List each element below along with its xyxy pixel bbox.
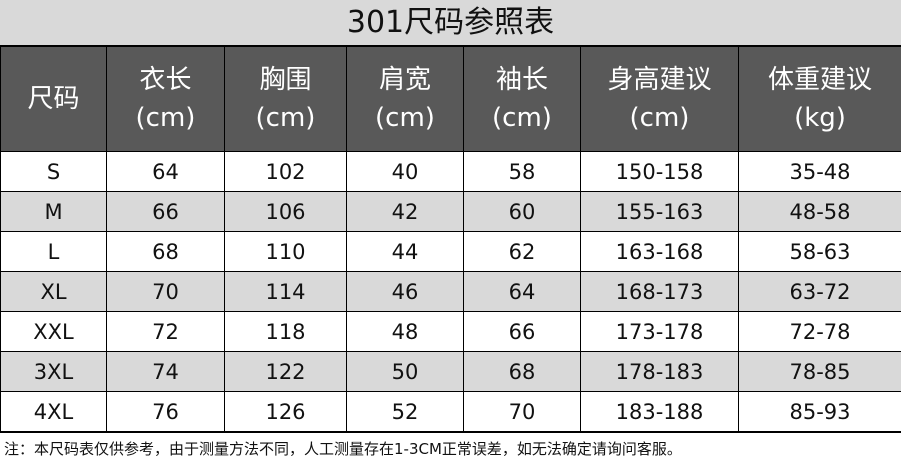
header-cell: 胸围(cm) — [225, 47, 347, 152]
table-cell: 48-58 — [739, 192, 901, 232]
table-cell: XXL — [1, 312, 107, 352]
header-name: 尺码 — [1, 80, 106, 118]
table-cell: L — [1, 232, 107, 272]
table-cell: 114 — [225, 272, 347, 312]
header-unit: (kg) — [739, 99, 901, 137]
header-cell: 肩宽(cm) — [347, 47, 464, 152]
table-cell: 35-48 — [739, 152, 901, 192]
table-cell: 44 — [347, 232, 464, 272]
table-cell: 46 — [347, 272, 464, 312]
header-unit: (cm) — [464, 99, 580, 137]
table-cell: 60 — [464, 192, 581, 232]
table-cell: 150-158 — [581, 152, 739, 192]
table-cell: 76 — [107, 392, 225, 432]
header-name: 袖长 — [464, 61, 580, 99]
header-cell: 袖长(cm) — [464, 47, 581, 152]
table-cell: 62 — [464, 232, 581, 272]
table-cell: 183-188 — [581, 392, 739, 432]
table-cell: 126 — [225, 392, 347, 432]
header-unit: (cm) — [225, 99, 346, 137]
header-cell: 衣长(cm) — [107, 47, 225, 152]
table-cell: 78-85 — [739, 352, 901, 392]
header-name: 衣长 — [107, 61, 224, 99]
header-name: 体重建议 — [739, 61, 901, 99]
table-cell: 42 — [347, 192, 464, 232]
table-cell: 50 — [347, 352, 464, 392]
table-cell: 64 — [107, 152, 225, 192]
table-cell: 155-163 — [581, 192, 739, 232]
table-cell: 173-178 — [581, 312, 739, 352]
table-cell: M — [1, 192, 107, 232]
table-cell: 168-173 — [581, 272, 739, 312]
header-unit: (cm) — [347, 99, 463, 137]
table-cell: 66 — [464, 312, 581, 352]
table-cell: 66 — [107, 192, 225, 232]
table-cell: 70 — [107, 272, 225, 312]
table-cell: 118 — [225, 312, 347, 352]
header-name: 胸围 — [225, 61, 346, 99]
table-cell: 48 — [347, 312, 464, 352]
table-cell: 68 — [464, 352, 581, 392]
table-cell: 72 — [107, 312, 225, 352]
table-cell: 70 — [464, 392, 581, 432]
table-cell: 64 — [464, 272, 581, 312]
table-cell: 52 — [347, 392, 464, 432]
table-cell: 40 — [347, 152, 464, 192]
table-cell: 58 — [464, 152, 581, 192]
table-cell: 74 — [107, 352, 225, 392]
header-row: 尺码衣长(cm)胸围(cm)肩宽(cm)袖长(cm)身高建议(cm)体重建议(k… — [1, 47, 901, 152]
header-name: 肩宽 — [347, 61, 463, 99]
header-name: 身高建议 — [581, 61, 738, 99]
table-cell: 85-93 — [739, 392, 901, 432]
header-cell: 尺码 — [1, 47, 107, 152]
table-cell: 122 — [225, 352, 347, 392]
note: 注：本尺码表仅供参考，由于测量方法不同，人工测量存在1-3CM正常误差，如无法确… — [0, 432, 901, 465]
table-cell: 102 — [225, 152, 347, 192]
table-cell: 163-168 — [581, 232, 739, 272]
table-cell: 72-78 — [739, 312, 901, 352]
table-cell: 63-72 — [739, 272, 901, 312]
table-cell: 110 — [225, 232, 347, 272]
table-cell: 178-183 — [581, 352, 739, 392]
table-cell: 68 — [107, 232, 225, 272]
table-cell: S — [1, 152, 107, 192]
title: 301尺码参照表 — [0, 0, 901, 46]
table-cell: 58-63 — [739, 232, 901, 272]
table-cell: 3XL — [1, 352, 107, 392]
header-unit: (cm) — [581, 99, 738, 137]
table-cell: 4XL — [1, 392, 107, 432]
header-cell: 身高建议(cm) — [581, 47, 739, 152]
table-cell: 106 — [225, 192, 347, 232]
table-cell: XL — [1, 272, 107, 312]
size-table: 尺码衣长(cm)胸围(cm)肩宽(cm)袖长(cm)身高建议(cm)体重建议(k… — [0, 46, 901, 432]
header-unit: (cm) — [107, 99, 224, 137]
header-cell: 体重建议(kg) — [739, 47, 901, 152]
